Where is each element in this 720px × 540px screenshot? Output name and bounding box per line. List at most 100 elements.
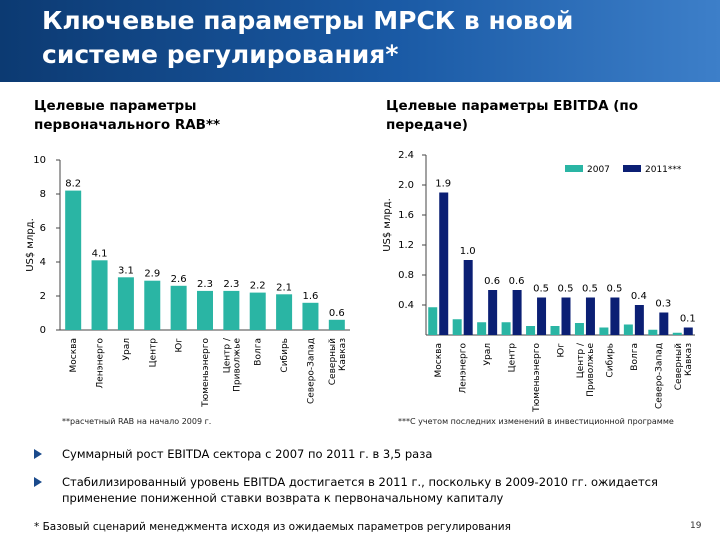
x-tick-label-центр-приволжье: Приволжье — [586, 343, 596, 397]
bar-2011-волга — [634, 305, 644, 335]
bullet-text: Суммарный рост EBITDA сектора с 2007 по … — [62, 447, 433, 461]
data-label-центр-приволжье: 0.5 — [582, 284, 598, 295]
bar-2007-юг — [550, 326, 560, 335]
x-tick-label-ленэнерго: Ленэнерго — [96, 338, 106, 389]
x-tick-label-волга: Волга — [254, 338, 264, 366]
bar-волга — [249, 292, 266, 330]
bar-2011-урал — [488, 290, 498, 335]
x-tick-label-урал: Урал — [483, 343, 493, 365]
data-label-ленэнерго: 4.1 — [92, 248, 108, 259]
bar-2007-сибирь — [599, 327, 609, 335]
x-tick-label-северный-кавказ: Кавказ — [684, 343, 694, 376]
legend-swatch-2007 — [565, 165, 583, 172]
x-tick-label-центр: Центр — [148, 338, 158, 368]
bar-2011-тюменьэнерго — [537, 297, 547, 335]
data-label-волга: 0.4 — [631, 291, 647, 302]
data-label-центр-приволжье: 2.3 — [223, 279, 239, 290]
x-tick-label-тюменьэнерго: Тюменьэнерго — [532, 343, 542, 413]
bar-2011-центр — [512, 290, 522, 335]
bar-москва — [65, 190, 82, 330]
bullet-arrow-icon — [34, 449, 42, 459]
bar-2007-северный-кавказ — [672, 332, 682, 335]
y-tick-label: 2.4 — [398, 150, 414, 161]
x-tick-label-центр-приволжье: Приволжье — [232, 338, 242, 392]
data-label-северный-кавказ: 0.1 — [680, 314, 696, 325]
y-axis-title: US$ млрд. — [25, 218, 36, 272]
x-tick-label-центр: Центр — [508, 343, 518, 373]
x-tick-label-центр-приволжье: Центр / — [576, 342, 586, 378]
data-label-сибирь: 0.5 — [606, 284, 622, 295]
bar-2011-северо-запад — [659, 312, 669, 335]
data-label-центр: 2.9 — [144, 269, 160, 280]
data-label-северный-кавказ: 0.6 — [329, 308, 345, 319]
data-label-тюменьэнерго: 0.5 — [533, 284, 549, 295]
data-label-москва: 1.9 — [435, 179, 451, 190]
y-tick-label: 1.2 — [398, 240, 414, 251]
x-tick-label-северо-запад: Северо-Запад — [654, 343, 664, 409]
bar-2007-урал — [477, 322, 487, 335]
data-label-тюменьэнерго: 2.3 — [197, 279, 213, 290]
x-tick-label-урал: Урал — [122, 338, 132, 360]
x-tick-label-москва: Москва — [434, 343, 444, 377]
legend-swatch-2011 — [623, 165, 641, 172]
rab-footnote: **расчетный RAB на начало 2009 г. — [62, 417, 212, 426]
y-tick-label: 10 — [33, 155, 46, 166]
y-tick-label: 1.6 — [398, 210, 414, 221]
y-tick-label: 0 — [40, 325, 46, 336]
bar-2007-москва — [428, 307, 438, 335]
data-label-ленэнерго: 1.0 — [460, 246, 476, 257]
bar-центр-приволжье — [223, 290, 240, 330]
bar-2007-волга — [623, 324, 633, 335]
bar-2011-северный-кавказ — [683, 327, 693, 335]
rab-chart-title: Целевые параметры первоначального RAB** — [34, 98, 221, 133]
x-tick-label-волга: Волга — [630, 343, 640, 371]
ebitda-footnote: ***С учетом последних изменений в инвест… — [398, 417, 674, 426]
y-tick-label: 0.4 — [398, 300, 414, 311]
bar-2011-юг — [561, 297, 571, 335]
bullet-arrow-icon — [34, 477, 42, 487]
bar-2007-центр-приволжье — [574, 323, 584, 335]
bar-2011-центр-приволжье — [585, 297, 595, 335]
bar-2007-тюменьэнерго — [526, 326, 536, 335]
bar-центр — [144, 280, 161, 330]
page-number: 19 — [690, 521, 702, 531]
title-banner: Ключевые параметры МРСК в новой системе … — [0, 0, 720, 82]
bar-северо-запад — [302, 302, 319, 330]
y-tick-label: 0.8 — [398, 270, 414, 281]
x-tick-label-сибирь: Сибирь — [605, 343, 615, 378]
bar-сибирь — [276, 294, 293, 330]
x-tick-label-центр-приволжье: Центр / — [222, 337, 232, 373]
y-tick-label: 4 — [40, 257, 46, 268]
rab-bar-chart: 0 2 4 6 8 10 US$ млрд. 8.2 Москва 4.1 Ленэнерго 3.1… — [25, 155, 350, 408]
y-axis-title: US$ млрд. — [382, 198, 393, 252]
y-tick-label: 2.0 — [398, 180, 414, 191]
x-tick-label-северный-кавказ: Кавказ — [338, 338, 348, 371]
bar-2007-ленэнерго — [452, 319, 462, 335]
x-tick-label-юг: Юг — [175, 338, 185, 353]
x-tick-label-сибирь: Сибирь — [280, 338, 290, 373]
bar-2011-москва — [439, 192, 449, 335]
legend-label-2011: 2011*** — [645, 165, 682, 175]
bar-2007-северо-запад — [648, 329, 658, 335]
x-tick-label-тюменьэнерго: Тюменьэнерго — [201, 338, 211, 408]
data-label-урал: 3.1 — [118, 265, 134, 276]
bar-тюменьэнерго — [197, 290, 213, 330]
data-label-сибирь: 2.1 — [276, 282, 292, 293]
bar-ленэнерго — [91, 260, 108, 330]
data-label-юг: 0.5 — [558, 284, 574, 295]
bar-2011-сибирь — [610, 297, 620, 335]
y-tick-label: 6 — [40, 223, 46, 234]
page-title: Ключевые параметры МРСК в новой системе … — [42, 6, 574, 69]
y-tick-label: 8 — [40, 189, 46, 200]
bar-юг — [170, 285, 187, 330]
scenario-note: * Базовый сценарий менеджмента исходя из… — [34, 521, 511, 533]
data-label-москва: 8.2 — [65, 179, 81, 190]
bar-урал — [117, 277, 134, 330]
ebitda-bar-chart: 0.4 0.8 1.2 1.6 2.0 2.4 US$ млрд. 2007 2011*** 1.… — [382, 150, 696, 413]
data-label-волга: 2.2 — [250, 281, 266, 292]
x-tick-label-юг: Юг — [557, 343, 567, 358]
data-label-центр: 0.6 — [509, 276, 525, 287]
bar-северный-кавказ — [328, 319, 345, 330]
bar-2007-центр — [501, 322, 511, 335]
legend-label-2007: 2007 — [587, 165, 610, 175]
